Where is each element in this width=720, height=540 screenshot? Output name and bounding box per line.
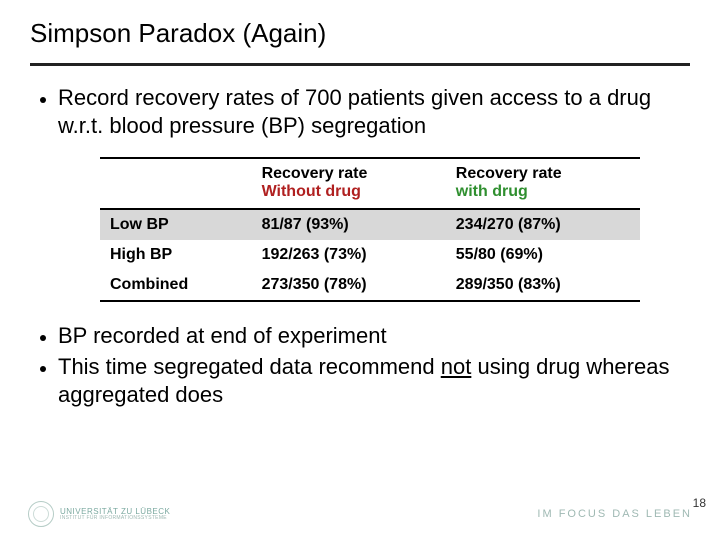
cell-with: 234/270 (87%) [446,209,640,240]
cell-without: 192/263 (73%) [252,240,446,270]
header-line-colored: Without drug [262,183,361,200]
row-label: High BP [100,240,252,270]
university-logo: UNIVERSITÄT ZU LÜBECK INSTITUT FÜR INFOR… [28,501,170,527]
row-label: Low BP [100,209,252,240]
table-row: High BP192/263 (73%)55/80 (69%) [100,240,640,270]
bullet-item: Record recovery rates of 700 patients gi… [58,84,690,139]
table-header-row: Recovery rate Without drug Recovery rate… [100,158,640,209]
cell-without: 81/87 (93%) [252,209,446,240]
table-header-blank [100,158,252,209]
cell-without: 273/350 (78%) [252,270,446,301]
university-line2: INSTITUT FÜR INFORMATIONSSYSTEME [60,516,170,521]
table-header-without: Recovery rate Without drug [252,158,446,209]
motto: IM FOCUS DAS LEBEN [537,508,692,520]
bullet-item: This time segregated data recommend not … [58,353,690,408]
footer: UNIVERSITÄT ZU LÜBECK INSTITUT FÜR INFOR… [0,494,720,534]
table-header-with: Recovery rate with drug [446,158,640,209]
bullet-item: BP recorded at end of experiment [58,322,690,350]
row-label: Combined [100,270,252,301]
table-body: Low BP81/87 (93%)234/270 (87%)High BP192… [100,209,640,301]
university-text: UNIVERSITÄT ZU LÜBECK INSTITUT FÜR INFOR… [60,508,170,521]
title-rule [30,63,690,66]
header-line: Recovery rate [456,165,630,183]
table-container: Recovery rate Without drug Recovery rate… [100,157,640,302]
table-row: Low BP81/87 (93%)234/270 (87%) [100,209,640,240]
seal-icon [28,501,54,527]
slide: Simpson Paradox (Again) Record recovery … [0,0,720,540]
cell-with: 55/80 (69%) [446,240,640,270]
header-line-colored: with drug [456,183,528,200]
cell-with: 289/350 (83%) [446,270,640,301]
slide-title: Simpson Paradox (Again) [30,18,690,59]
recovery-table: Recovery rate Without drug Recovery rate… [100,157,640,302]
table-row: Combined273/350 (78%)289/350 (83%) [100,270,640,301]
bullets-top: Record recovery rates of 700 patients gi… [30,84,690,139]
header-line: Recovery rate [262,165,436,183]
bullets-bottom: BP recorded at end of experiment This tim… [30,322,690,409]
